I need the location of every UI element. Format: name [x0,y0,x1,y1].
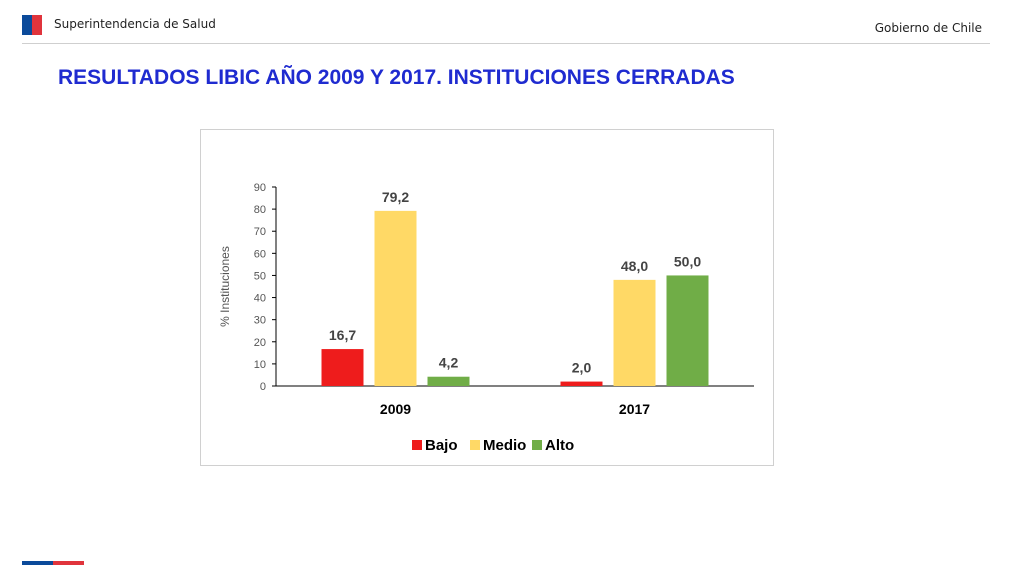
header-divider [22,43,990,44]
data-label: 4,2 [439,355,459,371]
chile-flag-logo [22,15,42,35]
flag-blue-stripe [22,15,32,35]
x-category-label: 2009 [380,401,411,417]
legend-swatch-alto [532,440,542,450]
y-tick-label: 90 [254,182,266,194]
footer-blue-stripe [22,561,53,565]
bar-alto-2017 [666,275,709,386]
data-label: 79,2 [382,189,409,205]
x-category-label: 2017 [619,401,650,417]
bar-bajo-2009 [321,349,364,386]
data-label: 16,7 [329,327,356,343]
y-tick-label: 20 [254,337,266,349]
legend-swatch-bajo [412,440,422,450]
footer-flag-bar [22,561,84,565]
legend-label-bajo: Bajo [425,437,458,454]
legend-swatch-medio [470,440,480,450]
y-tick-label: 0 [260,381,266,393]
bar-chart: 0 10 20 30 40 50 60 70 80 90 % Instituciones 16,7 79… [218,182,754,454]
legend-label-medio: Medio [483,437,526,454]
y-tick-label: 50 [254,270,266,282]
data-label: 2,0 [572,360,592,376]
y-tick-label: 60 [254,248,266,260]
bar-alto-2009 [427,376,470,386]
page-title: RESULTADOS LIBIC AÑO 2009 Y 2017. INSTIT… [58,66,735,89]
bar-medio-2009 [374,210,417,386]
y-axis-title: % Instituciones [218,246,232,327]
y-tick-label: 80 [254,204,266,216]
y-tick-label: 70 [254,226,266,238]
bar-bajo-2017 [560,381,603,386]
y-tick-label: 40 [254,293,266,305]
legend-label-alto: Alto [545,437,574,454]
government-name: Gobierno de Chile [874,21,982,35]
data-label: 48,0 [621,258,648,274]
flag-red-stripe [32,15,42,35]
chart-frame: 0 10 20 30 40 50 60 70 80 90 % Instituciones 16,7 79… [200,129,774,466]
data-label: 50,0 [674,253,701,269]
bar-medio-2017 [613,279,656,386]
y-tick-label: 10 [254,359,266,371]
org-name: Superintendencia de Salud [54,17,216,31]
y-tick-label: 30 [254,315,266,327]
footer-red-stripe [53,561,84,565]
